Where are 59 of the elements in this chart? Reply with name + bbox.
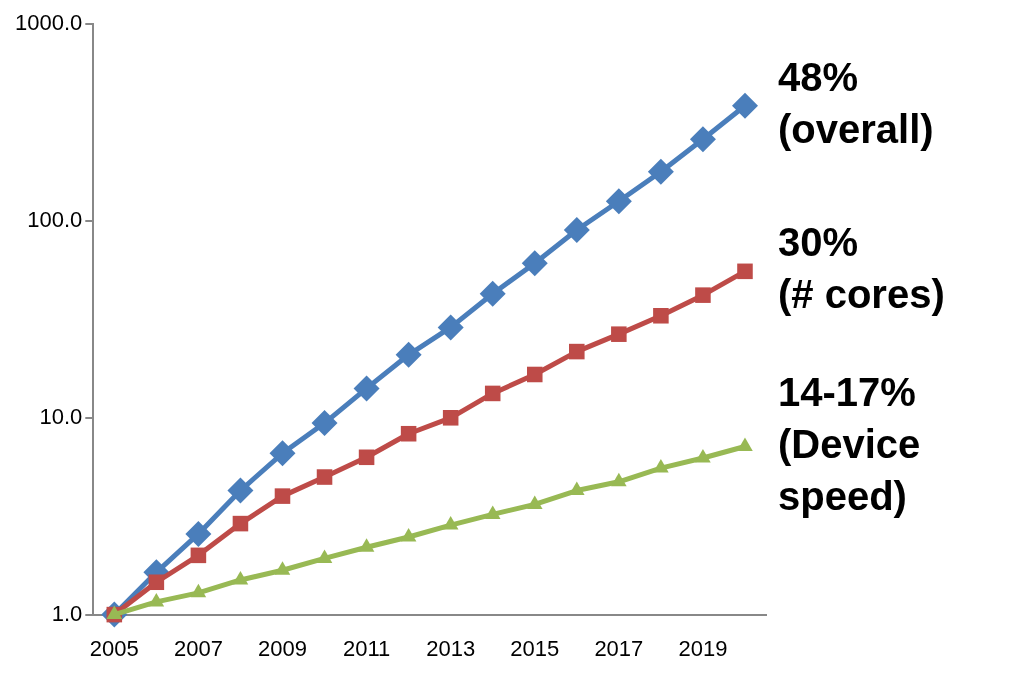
point — [232, 515, 249, 532]
point — [563, 217, 590, 244]
point — [695, 287, 711, 303]
point — [148, 592, 165, 607]
point — [653, 307, 669, 324]
point — [227, 477, 254, 504]
point — [185, 520, 212, 547]
point — [190, 547, 207, 564]
point — [479, 280, 506, 307]
point — [269, 440, 296, 467]
point — [274, 561, 291, 575]
point — [611, 472, 627, 487]
series-label: 48% (overall) — [778, 54, 934, 151]
point — [484, 505, 501, 519]
y-tick-label: 100.0 — [27, 207, 83, 233]
point — [653, 459, 669, 473]
point — [353, 375, 380, 402]
x-tick-label: 2011 — [342, 635, 391, 661]
point — [316, 469, 333, 485]
point — [232, 570, 249, 585]
x-tick-label: 2013 — [426, 635, 476, 661]
point — [442, 516, 459, 530]
point — [605, 188, 632, 215]
point — [611, 326, 627, 342]
y-tick-label: 1000.0 — [14, 10, 83, 36]
x-tick-label: 2007 — [173, 635, 223, 661]
point — [400, 527, 417, 542]
point — [737, 437, 753, 451]
point — [731, 92, 758, 119]
point — [148, 574, 165, 591]
point — [442, 410, 459, 426]
point — [689, 126, 716, 153]
y-tick-label: 10.0 — [39, 403, 83, 429]
x-tick-label: 2017 — [594, 635, 644, 661]
series-label: 14-17% (Device speed) — [778, 369, 921, 518]
point — [358, 538, 375, 552]
point — [526, 495, 543, 509]
point — [526, 366, 543, 383]
point — [569, 481, 585, 496]
point — [358, 449, 375, 466]
x-tick-label: 2009 — [258, 635, 307, 661]
x-tick-label: 2005 — [89, 635, 139, 661]
point — [437, 314, 464, 341]
y-tick-label: 1.0 — [51, 600, 83, 626]
point — [316, 549, 333, 563]
point — [569, 343, 585, 360]
point — [647, 158, 674, 185]
point — [484, 385, 501, 402]
point — [400, 425, 417, 442]
x-tick-label: 2019 — [678, 635, 728, 661]
point — [395, 341, 422, 368]
x-tick-label: 2015 — [510, 635, 560, 661]
point — [737, 263, 753, 280]
point — [695, 448, 711, 463]
point — [190, 583, 207, 598]
point — [274, 488, 291, 504]
series-label: 30% (# cores) — [778, 220, 945, 317]
point — [311, 410, 338, 437]
point — [521, 250, 548, 277]
